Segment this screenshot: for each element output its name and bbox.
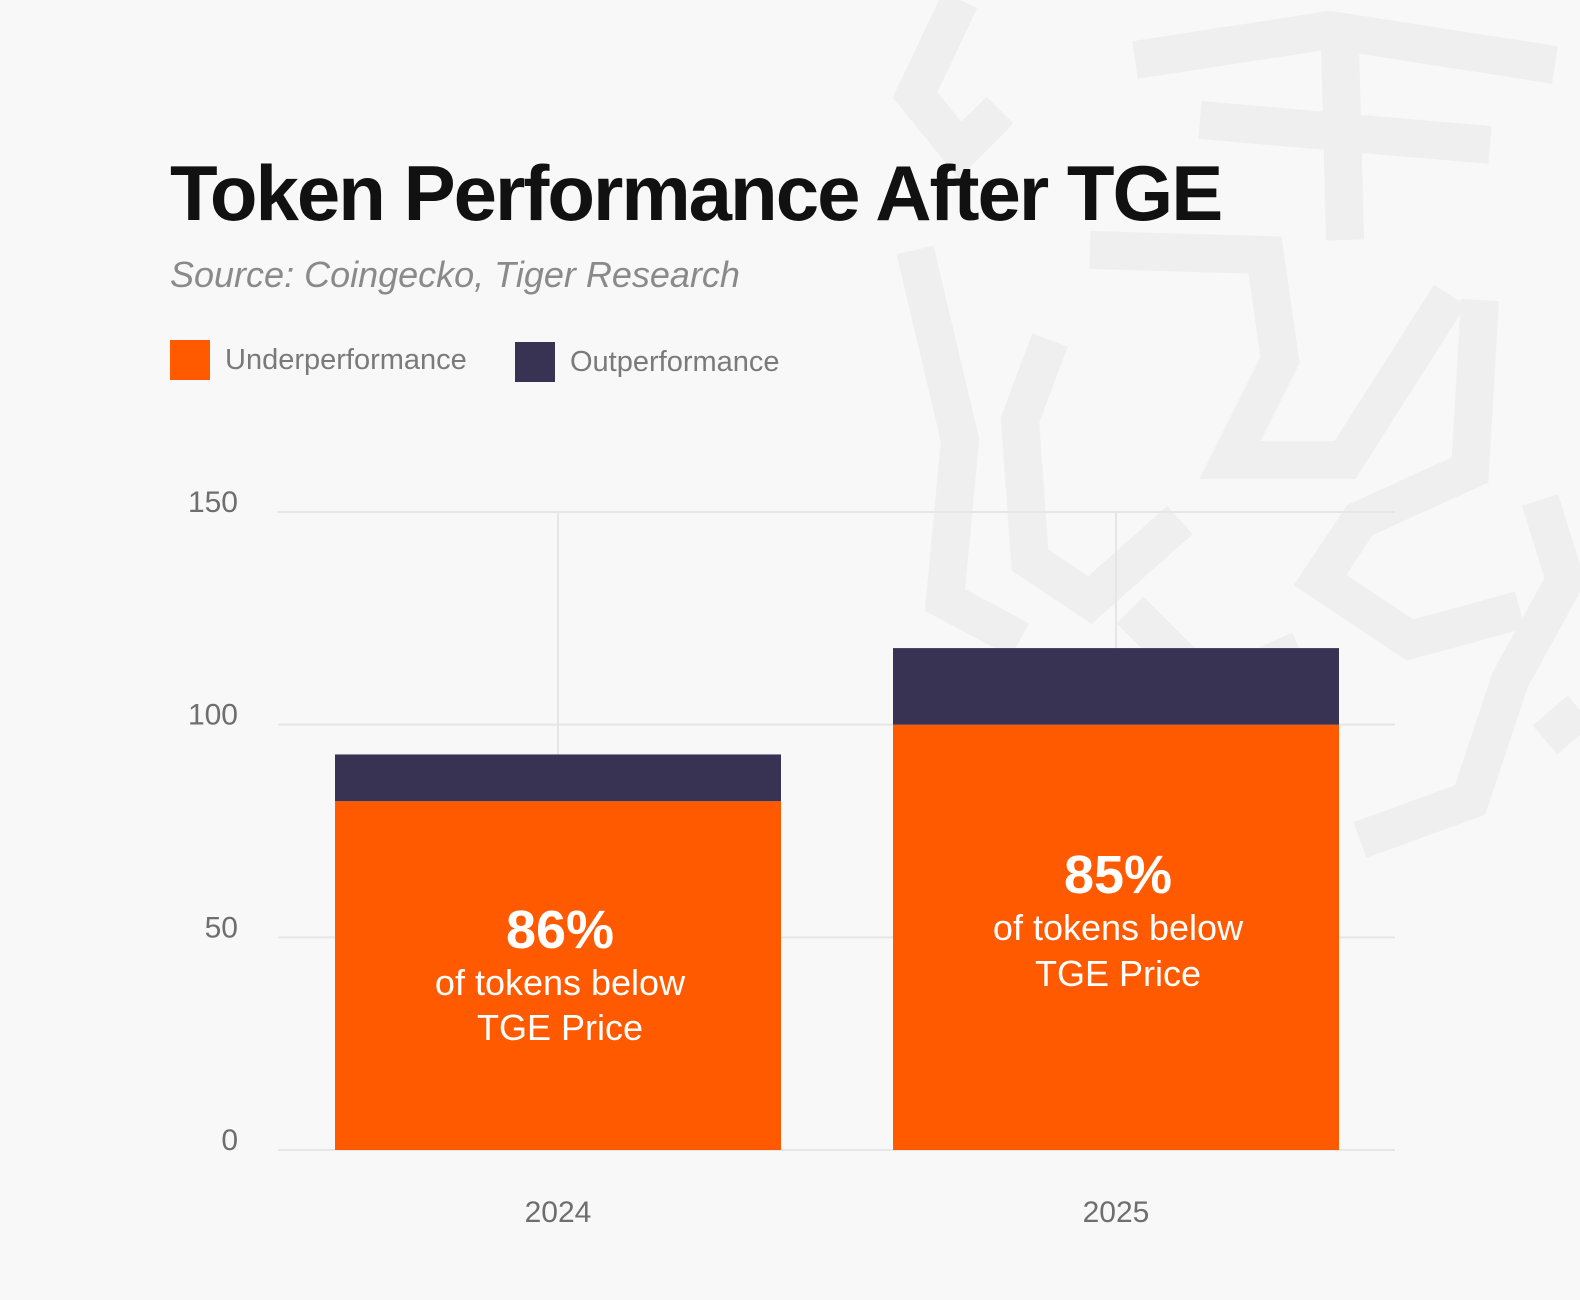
- legend-item-outperformance: Outperformance: [515, 342, 780, 382]
- chart-title: Token Performance After TGE: [170, 149, 1223, 237]
- x-tick-label-2024: 2024: [525, 1196, 592, 1229]
- bar-2024-underperformance: [335, 801, 781, 1150]
- annotation-percent-2025: 85%: [1064, 845, 1172, 905]
- annotation-line1-2024: of tokens below: [435, 962, 686, 1003]
- chart-subtitle: Source: Coingecko, Tiger Research: [170, 254, 740, 295]
- y-tick-label-150: 150: [188, 486, 238, 519]
- annotation-line1-2025: of tokens below: [993, 907, 1244, 948]
- legend-item-underperformance: Underperformance: [170, 340, 467, 380]
- legend-swatch-outperformance: [515, 342, 555, 382]
- annotation-line2-2024: TGE Price: [477, 1007, 643, 1048]
- bar-2025-underperformance: [893, 724, 1339, 1150]
- legend-label-outperformance: Outperformance: [570, 345, 780, 378]
- y-tick-label-50: 50: [205, 911, 238, 944]
- bar-2024-outperformance: [335, 754, 781, 802]
- annotation-line2-2025: TGE Price: [1035, 953, 1201, 994]
- legend-label-underperformance: Underperformance: [225, 343, 467, 376]
- y-tick-label-0: 0: [221, 1124, 238, 1157]
- x-tick-label-2025: 2025: [1083, 1196, 1150, 1229]
- annotation-percent-2024: 86%: [506, 900, 614, 960]
- y-tick-label-100: 100: [188, 699, 238, 732]
- legend-swatch-underperformance: [170, 340, 210, 380]
- bar-2025-outperformance: [893, 648, 1339, 725]
